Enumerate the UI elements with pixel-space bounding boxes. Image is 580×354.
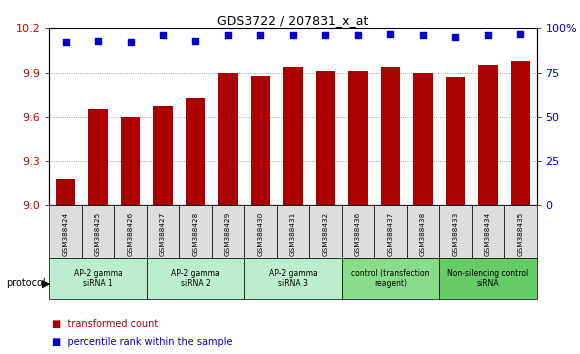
Bar [244, 258, 342, 299]
Bar [49, 258, 147, 299]
Text: GSM388437: GSM388437 [387, 211, 393, 256]
Bar [49, 205, 82, 258]
Point [158, 33, 168, 38]
Bar [283, 67, 303, 205]
Bar [342, 258, 439, 299]
Point [386, 31, 395, 36]
Point [191, 38, 200, 44]
Bar [342, 205, 374, 258]
Text: GSM388433: GSM388433 [452, 211, 458, 256]
Point [223, 33, 233, 38]
Text: protocol: protocol [6, 278, 45, 288]
Text: ■  percentile rank within the sample: ■ percentile rank within the sample [52, 337, 233, 347]
Text: AP-2 gamma
siRNA 3: AP-2 gamma siRNA 3 [269, 269, 317, 289]
Bar [413, 73, 433, 205]
Point [516, 31, 525, 36]
Bar [374, 205, 407, 258]
Bar [504, 205, 536, 258]
Point [321, 33, 330, 38]
Point [256, 33, 265, 38]
Bar [147, 258, 244, 299]
Bar [439, 205, 472, 258]
Bar [445, 77, 465, 205]
Text: GSM388428: GSM388428 [193, 211, 198, 256]
Bar [244, 205, 277, 258]
Text: GSM388431: GSM388431 [290, 211, 296, 256]
Point [93, 38, 103, 44]
Text: GSM388424: GSM388424 [63, 211, 68, 256]
Text: AP-2 gamma
siRNA 1: AP-2 gamma siRNA 1 [74, 269, 122, 289]
Text: GSM388432: GSM388432 [322, 211, 328, 256]
Text: AP-2 gamma
siRNA 2: AP-2 gamma siRNA 2 [171, 269, 220, 289]
Title: GDS3722 / 207831_x_at: GDS3722 / 207831_x_at [218, 14, 368, 27]
Bar [186, 98, 205, 205]
Point [126, 40, 135, 45]
Bar [510, 61, 530, 205]
Point [353, 33, 362, 38]
Bar [472, 205, 504, 258]
Bar [153, 107, 173, 205]
Bar [309, 205, 342, 258]
Bar [277, 205, 309, 258]
Text: Non-silencing control
siRNA: Non-silencing control siRNA [447, 269, 528, 289]
Text: GSM388425: GSM388425 [95, 211, 101, 256]
Bar [179, 205, 212, 258]
Text: ■  transformed count: ■ transformed count [52, 319, 158, 329]
Bar [316, 71, 335, 205]
Bar [82, 205, 114, 258]
Bar [88, 109, 108, 205]
Text: control (transfection
reagent): control (transfection reagent) [351, 269, 430, 289]
Point [61, 40, 70, 45]
Point [418, 33, 427, 38]
Bar [218, 73, 238, 205]
Bar [439, 258, 536, 299]
Bar [56, 179, 75, 205]
Bar [251, 75, 270, 205]
Text: GSM388429: GSM388429 [225, 211, 231, 256]
Text: GSM388436: GSM388436 [355, 211, 361, 256]
Bar [380, 67, 400, 205]
Point [483, 33, 492, 38]
Bar [147, 205, 179, 258]
Point [451, 34, 460, 40]
Bar [114, 205, 147, 258]
Text: GSM388435: GSM388435 [517, 211, 523, 256]
Text: ▶: ▶ [42, 278, 51, 288]
Text: GSM388426: GSM388426 [128, 211, 133, 256]
Text: GSM388427: GSM388427 [160, 211, 166, 256]
Text: GSM388434: GSM388434 [485, 211, 491, 256]
Bar [478, 65, 498, 205]
Bar [348, 71, 368, 205]
Text: GSM388430: GSM388430 [258, 211, 263, 256]
Text: GSM388438: GSM388438 [420, 211, 426, 256]
Bar [212, 205, 244, 258]
Bar [407, 205, 439, 258]
Bar [121, 117, 140, 205]
Point [288, 33, 298, 38]
